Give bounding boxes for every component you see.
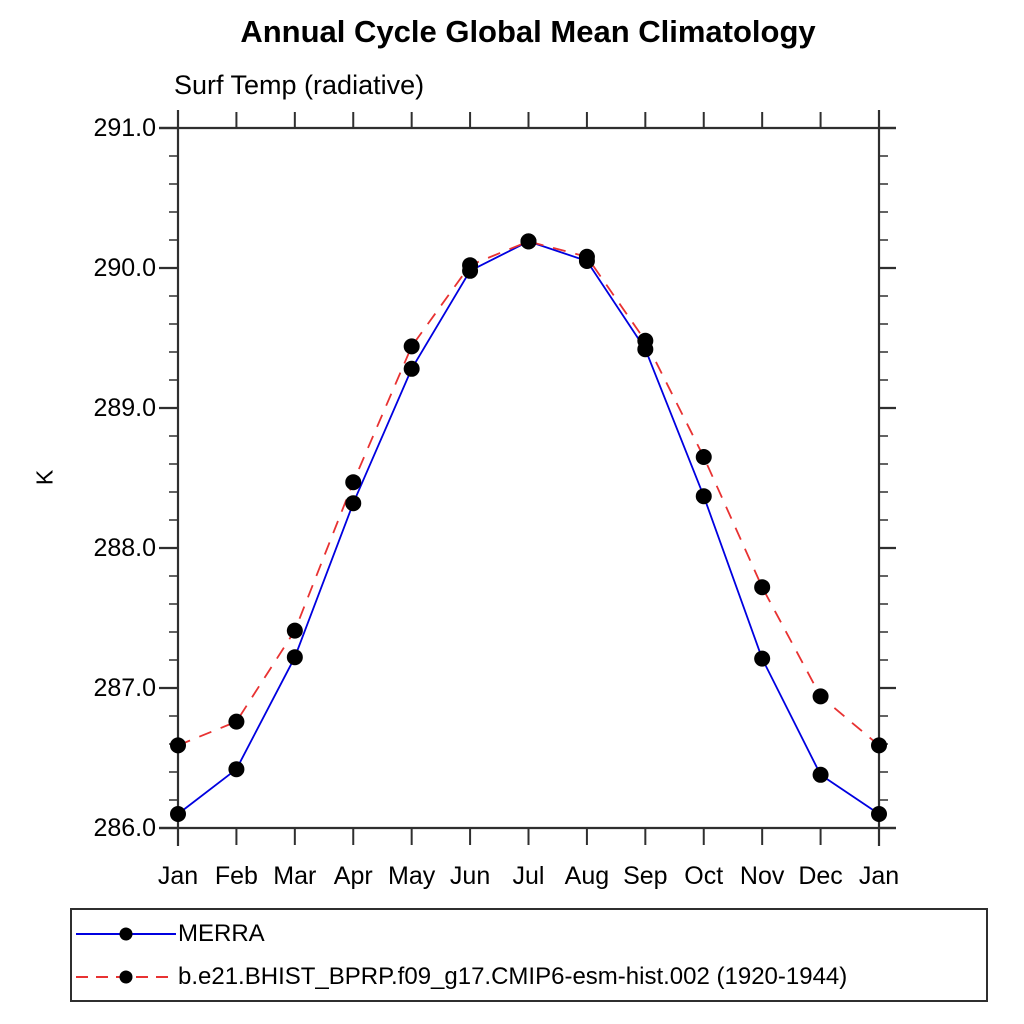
series-line-1 bbox=[177, 240, 880, 747]
x-tick-label: Feb bbox=[215, 862, 258, 890]
data-point-series1-6 bbox=[520, 233, 537, 250]
data-point-series0-11 bbox=[812, 766, 829, 783]
x-tick-label: Jan bbox=[158, 862, 198, 890]
data-point-series1-0 bbox=[170, 737, 186, 754]
y-tick-label: 288.0 bbox=[93, 534, 156, 562]
x-tick-label: Apr bbox=[334, 862, 373, 890]
chart-title: Annual Cycle Global Mean Climatology bbox=[240, 14, 816, 49]
data-point-series1-5 bbox=[462, 257, 479, 274]
data-point-series0-1 bbox=[228, 761, 245, 778]
legend-marker-icon bbox=[119, 970, 133, 984]
legend-box: MERRA b.e21.BHIST_BPRP.f09_g17.CMIP6-esm-… bbox=[70, 908, 988, 1002]
x-tick-label: Jun bbox=[450, 862, 490, 890]
data-point-series0-0 bbox=[170, 806, 186, 822]
x-tick-label: Dec bbox=[798, 862, 842, 890]
data-point-series1-2 bbox=[286, 622, 303, 639]
x-tick-label: Jan bbox=[859, 862, 899, 890]
x-tick-label: Jul bbox=[513, 862, 545, 890]
series-line-0 bbox=[177, 240, 880, 815]
legend-line-sample-0 bbox=[76, 927, 176, 941]
data-point-series1-8 bbox=[637, 332, 654, 349]
data-point-series1-11 bbox=[812, 688, 829, 705]
x-tick-label: Oct bbox=[684, 862, 723, 890]
data-point-series0-2 bbox=[286, 649, 303, 666]
data-point-series1-3 bbox=[345, 474, 362, 491]
legend-item-1: b.e21.BHIST_BPRP.f09_g17.CMIP6-esm-hist.… bbox=[72, 962, 986, 992]
data-point-series1-12 bbox=[871, 737, 887, 754]
data-point-series0-4 bbox=[403, 360, 420, 377]
data-point-series0-9 bbox=[695, 488, 712, 505]
legend-label-1: b.e21.BHIST_BPRP.f09_g17.CMIP6-esm-hist.… bbox=[178, 963, 848, 990]
data-point-series0-12 bbox=[871, 806, 887, 822]
y-tick-label: 291.0 bbox=[93, 114, 156, 142]
y-tick-label: 286.0 bbox=[93, 814, 156, 842]
data-point-series1-10 bbox=[754, 579, 771, 596]
y-tick-label: 289.0 bbox=[93, 394, 156, 422]
legend-line-sample-1 bbox=[76, 970, 176, 984]
x-tick-label: Mar bbox=[273, 862, 316, 890]
chart-subtitle: Surf Temp (radiative) bbox=[174, 70, 425, 100]
data-point-series1-7 bbox=[578, 248, 595, 265]
legend-label-0: MERRA bbox=[178, 920, 265, 947]
x-tick-label: May bbox=[388, 862, 436, 890]
data-point-series0-3 bbox=[345, 495, 362, 512]
legend-marker-icon bbox=[119, 927, 133, 941]
legend-item-0: MERRA bbox=[72, 919, 986, 949]
x-tick-label: Sep bbox=[623, 862, 667, 890]
data-point-series0-10 bbox=[754, 650, 771, 667]
data-point-series1-4 bbox=[403, 338, 420, 355]
data-point-series1-1 bbox=[228, 713, 245, 730]
x-tick-label: Nov bbox=[740, 862, 785, 890]
x-tick-label: Aug bbox=[565, 862, 609, 890]
y-tick-label: 287.0 bbox=[93, 674, 156, 702]
data-point-series1-9 bbox=[695, 449, 712, 465]
y-tick-label: 290.0 bbox=[93, 254, 156, 282]
